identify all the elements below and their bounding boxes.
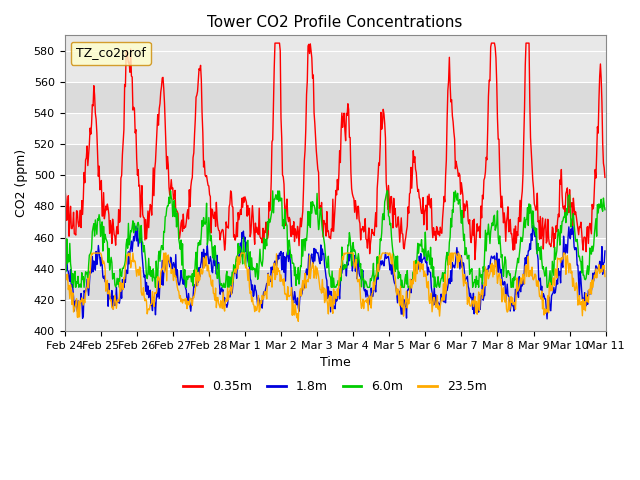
1.8m [126,249,134,254]
1.8m [70,308,78,314]
0.35m [70,231,78,237]
6.0m [418,237,426,242]
0.35m [601,175,609,180]
Line: 6.0m: 6.0m [65,191,605,288]
1.8m [209,258,217,264]
6.0m [70,285,77,290]
6.0m [402,272,410,277]
23.5m [418,264,426,270]
Title: Tower CO2 Profile Concentrations: Tower CO2 Profile Concentrations [207,15,463,30]
23.5m [61,277,68,283]
Bar [65,144,605,175]
0.35m [209,215,217,220]
1.8m [61,257,68,263]
23.5m [182,301,189,307]
6.0m [182,285,190,290]
1.8m [601,248,609,254]
Line: 0.35m: 0.35m [65,43,605,260]
X-axis label: Time: Time [320,356,351,369]
0.35m [417,206,424,212]
0.35m [181,224,189,229]
6.0m [61,240,68,246]
Y-axis label: CO2 (ppm): CO2 (ppm) [15,149,28,217]
0.35m [126,69,134,75]
6.0m [211,243,219,249]
1.8m [529,223,536,228]
Line: 23.5m: 23.5m [65,253,605,321]
1.8m [543,316,551,322]
6.0m [71,268,79,274]
6.0m [127,228,134,233]
Legend: 0.35m, 1.8m, 6.0m, 23.5m: 0.35m, 1.8m, 6.0m, 23.5m [178,375,492,398]
23.5m [601,274,609,279]
Bar [65,269,605,300]
23.5m [127,265,134,271]
23.5m [70,305,78,311]
23.5m [211,291,218,297]
1.8m [401,298,408,303]
Line: 1.8m: 1.8m [65,226,605,319]
23.5m [402,298,410,304]
1.8m [181,281,189,287]
0.35m [471,257,479,263]
0.35m [61,206,68,212]
0.35m [401,239,409,244]
23.5m [88,250,95,256]
6.0m [166,188,174,194]
Bar [65,206,605,238]
Bar [65,82,605,113]
1.8m [416,259,424,264]
6.0m [601,207,609,213]
0.35m [271,40,279,46]
23.5m [294,318,302,324]
